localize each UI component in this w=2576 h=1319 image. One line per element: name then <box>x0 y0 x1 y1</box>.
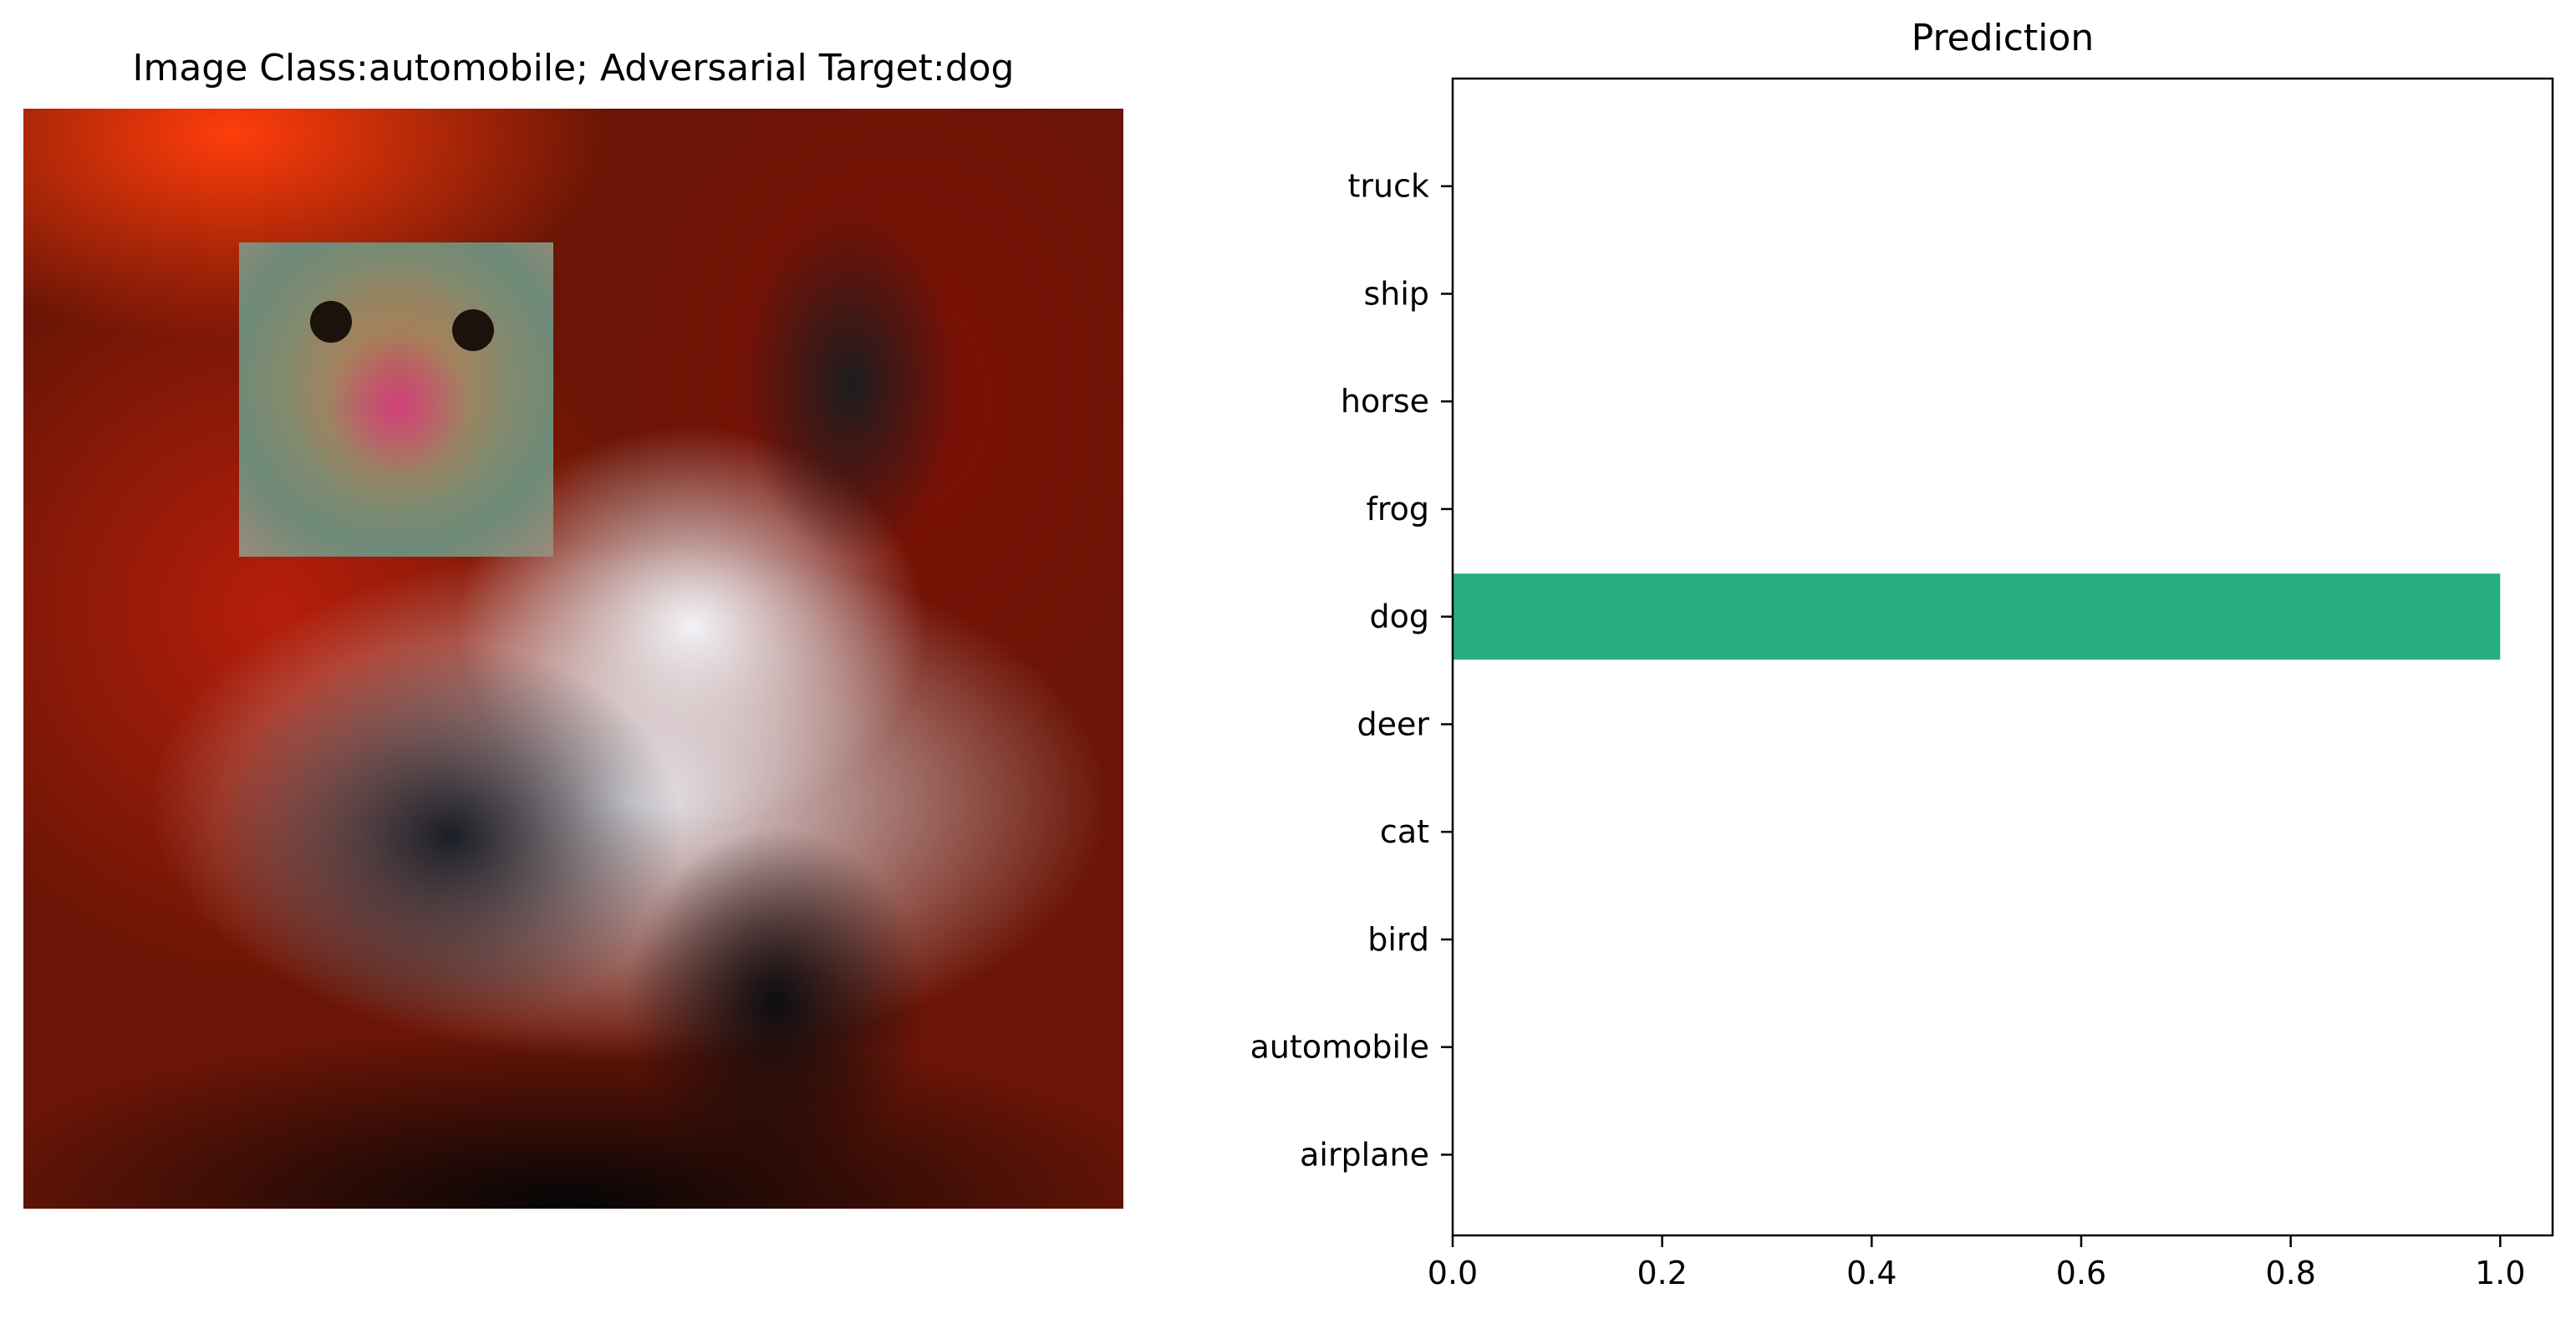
xtick-label-0.0: 0.0 <box>1428 1255 1478 1291</box>
ytick-label-horse: horse <box>1341 383 1429 420</box>
ytick-label-dog: dog <box>1370 598 1430 635</box>
car-photo <box>23 109 1123 1209</box>
xtick-label-0.4: 0.4 <box>1846 1255 1896 1291</box>
right-panel-title: Prediction <box>1911 17 2095 59</box>
dog-eye-left <box>310 301 352 343</box>
car-window <box>216 644 684 1028</box>
adversarial-patch <box>239 242 553 557</box>
car-mirror <box>742 209 960 560</box>
plot-frame <box>1451 77 2554 1237</box>
dog-mouth <box>327 334 469 476</box>
ytick-label-deer: deer <box>1357 705 1429 742</box>
ytick-label-truck: truck <box>1347 168 1429 205</box>
xtick-label-1.0: 1.0 <box>2475 1255 2525 1291</box>
left-panel-title: Image Class:automobile; Adversarial Targ… <box>132 47 1015 89</box>
ytick-label-airplane: airplane <box>1300 1136 1429 1173</box>
xtick-label-0.8: 0.8 <box>2265 1255 2315 1291</box>
ytick-label-frog: frog <box>1366 491 1429 527</box>
ytick-label-ship: ship <box>1363 275 1429 312</box>
xtick-label-0.6: 0.6 <box>2056 1255 2106 1291</box>
xtick-label-0.2: 0.2 <box>1637 1255 1687 1291</box>
ytick-label-cat: cat <box>1380 813 1429 850</box>
ytick-label-bird: bird <box>1367 921 1429 958</box>
ytick-label-automobile: automobile <box>1250 1029 1429 1066</box>
bar-dog <box>1453 573 2501 660</box>
dog-eye-right <box>452 309 494 351</box>
